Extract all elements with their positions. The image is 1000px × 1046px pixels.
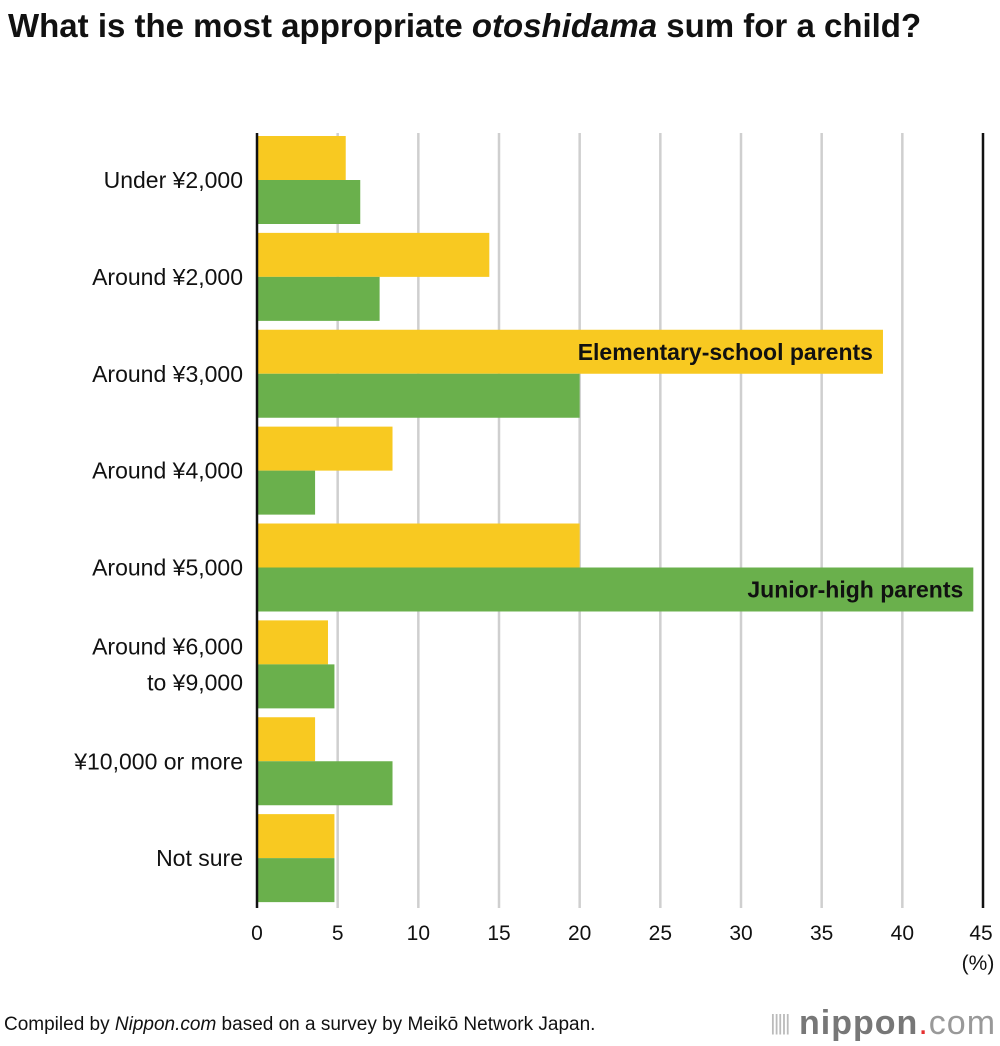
category-label: Around ¥2,000 (92, 264, 243, 290)
x-tick-label: 30 (729, 922, 752, 945)
category-label: Not sure (156, 845, 243, 871)
chart-title: What is the most appropriate otoshidama … (8, 6, 958, 46)
bar-elementary (257, 523, 580, 568)
bar-elementary (257, 329, 883, 374)
logo-dot: . (918, 1004, 929, 1042)
category-label: Under ¥2,000 (104, 167, 243, 193)
source-note: Compiled by Nippon.com based on a survey… (4, 1014, 595, 1036)
bar-junior-high (257, 664, 335, 709)
logo-name: nippon (799, 1004, 919, 1042)
category-label: Around ¥5,000 (92, 555, 243, 581)
x-tick-label: 35 (810, 922, 833, 945)
bar-elementary (257, 136, 346, 180)
x-axis-label: (%) (962, 952, 995, 975)
bar-elementary (257, 426, 393, 471)
bar-junior-high (257, 276, 380, 321)
series-label: Junior-high parents (747, 577, 963, 603)
x-tick-label: 0 (251, 922, 263, 945)
category-label: ¥10,000 or more (73, 748, 243, 774)
bar-elementary (257, 717, 316, 762)
category-label: Around ¥4,000 (92, 458, 243, 484)
bar-elementary (257, 620, 328, 665)
bar-junior-high (257, 761, 393, 806)
x-tick-label: 10 (407, 922, 430, 945)
bar-elementary (257, 814, 335, 859)
category-label: Around ¥3,000 (92, 361, 243, 387)
bar-junior-high (257, 470, 316, 515)
logo-tld: com (928, 1004, 997, 1042)
source-suffix: based on a survey by Meikō Network Japan… (216, 1014, 596, 1035)
source-prefix: Compiled by (4, 1014, 115, 1035)
logo-mark-icon: ||||| (770, 1010, 791, 1035)
source-italic: Nippon.com (114, 1014, 217, 1035)
x-tick-label: 25 (649, 922, 672, 945)
bar-junior-high (257, 858, 335, 903)
series-label: Elementary-school parents (578, 339, 873, 365)
bar-junior-high (257, 373, 580, 418)
category-label: Around ¥6,000 (92, 633, 243, 659)
x-tick-label: 15 (487, 922, 510, 945)
nippon-logo: ||||| nippon.com (770, 1004, 996, 1043)
x-tick-label: 20 (568, 922, 591, 945)
bar-junior-high (257, 567, 974, 612)
title-text-end: sum for a child? (657, 7, 922, 44)
x-tick-label: 5 (332, 922, 344, 945)
bar-junior-high (257, 180, 361, 224)
bar-elementary (257, 232, 490, 277)
category-label: to ¥9,000 (147, 669, 243, 695)
x-tick-label: 40 (891, 922, 914, 945)
title-text: What is the most appropriate (8, 7, 472, 44)
title-italic: otoshidama (471, 7, 658, 44)
x-tick-label: 45 (969, 922, 992, 945)
